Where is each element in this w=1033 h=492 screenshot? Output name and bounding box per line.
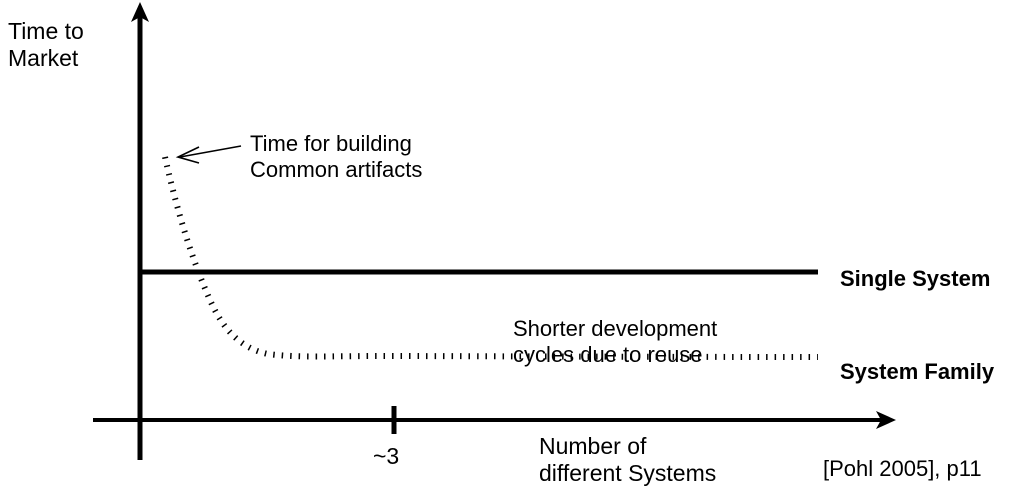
annotation-leader-arrow — [175, 145, 242, 164]
y-axis-title: Time to Market — [8, 18, 84, 72]
series-line-system-family — [162, 156, 819, 360]
x-tick-label-3: ~3 — [373, 443, 400, 469]
annotation-reuse: Shorter development cycles due to reuse — [513, 316, 718, 367]
citation-text: [Pohl 2005], p11 — [823, 456, 982, 481]
x-axis — [93, 411, 896, 429]
x-axis-title: Number of different Systems — [539, 433, 717, 487]
series-label-system-family: System Family — [840, 359, 995, 384]
y-axis — [131, 2, 149, 460]
annotation-common-artifacts: Time for building Common artifacts — [250, 131, 423, 182]
series-label-single-system: Single System — [840, 266, 991, 291]
